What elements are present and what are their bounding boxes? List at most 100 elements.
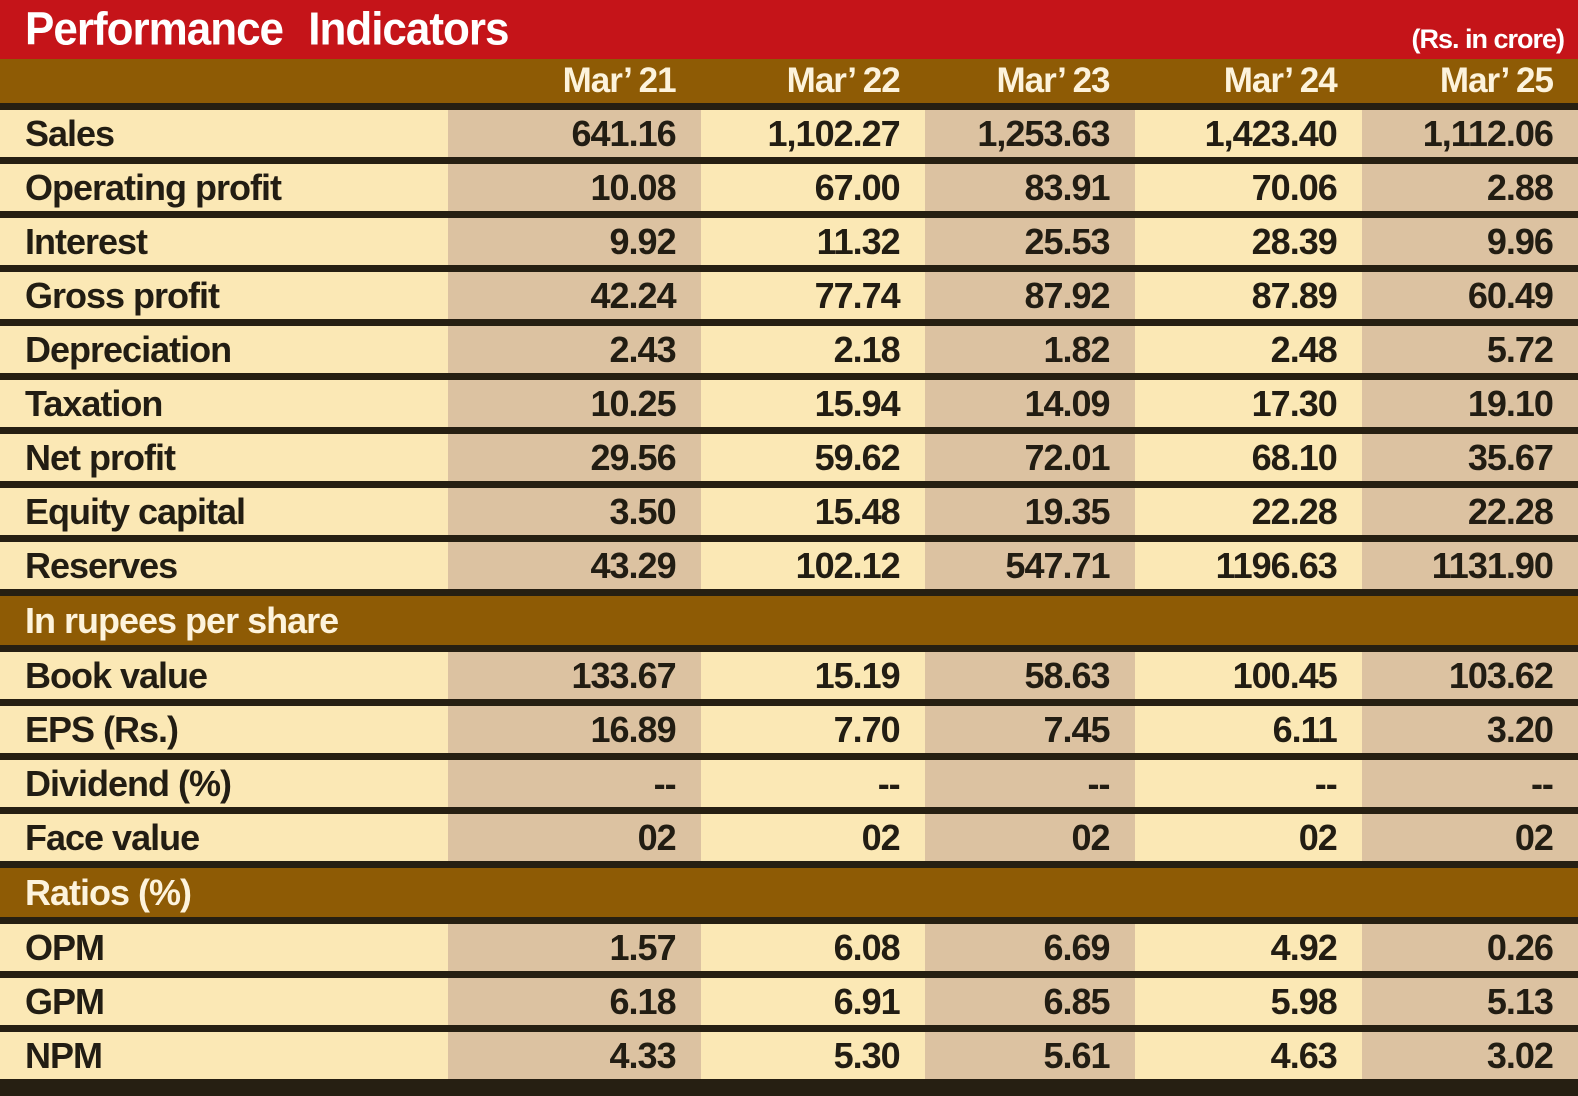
row-label: GPM	[0, 978, 449, 1025]
row-reserves: Reserves 43.29 102.12 547.71 1196.63 1131.90	[0, 542, 1578, 596]
value-cell: 103.62	[1361, 652, 1578, 699]
value-cell: --	[1361, 760, 1578, 807]
column-header-mar21: Mar’ 21	[562, 61, 677, 100]
value-cell: 5.30	[700, 1032, 925, 1079]
row-label: Taxation	[0, 380, 449, 427]
row-label: Book value	[0, 652, 449, 699]
value-cell: 68.10	[1134, 434, 1362, 481]
indicator-table: Sales 641.16 1,102.27 1,253.63 1,423.40 1,112…	[0, 110, 1578, 1086]
value-cell: 77.74	[700, 272, 925, 319]
value-cell: 6.91	[700, 978, 925, 1025]
value-cell: 6.08	[700, 924, 925, 971]
page-title: Performance Indicators	[25, 3, 509, 55]
row-sales: Sales 641.16 1,102.27 1,253.63 1,423.40 1,112…	[0, 110, 1578, 164]
section-header-label: In rupees per share	[25, 599, 339, 641]
value-cell: 72.01	[924, 434, 1135, 481]
value-cell: 2.88	[1361, 164, 1578, 211]
value-cell: 5.98	[1134, 978, 1362, 1025]
value-cell: 6.69	[924, 924, 1135, 971]
row-label: Interest	[0, 218, 449, 265]
value-cell: 02	[924, 814, 1135, 861]
row-label: Operating profit	[0, 164, 449, 211]
column-header-mar24: Mar’ 24	[1223, 61, 1338, 100]
value-cell: 22.28	[1134, 488, 1362, 535]
value-cell: --	[924, 760, 1135, 807]
value-cell: 1196.63	[1134, 542, 1362, 589]
value-cell: 15.48	[700, 488, 925, 535]
row-label: Face value	[0, 814, 449, 861]
value-cell: 87.89	[1134, 272, 1362, 319]
row-gross-profit: Gross profit 42.24 77.74 87.92 87.89 60.49	[0, 272, 1578, 326]
row-face-value: Face value 02 02 02 02 02	[0, 814, 1578, 868]
header-spacer	[0, 59, 448, 103]
value-cell: 16.89	[448, 706, 701, 753]
value-cell: 1,102.27	[700, 110, 925, 157]
value-cell: 10.25	[448, 380, 701, 427]
value-cell: 10.08	[448, 164, 701, 211]
row-equity-capital: Equity capital 3.50 15.48 19.35 22.28 22.28	[0, 488, 1578, 542]
value-cell: 6.18	[448, 978, 701, 1025]
value-cell: 7.70	[700, 706, 925, 753]
row-depreciation: Depreciation 2.43 2.18 1.82 2.48 5.72	[0, 326, 1578, 380]
value-cell: 2.43	[448, 326, 701, 373]
row-net-profit: Net profit 29.56 59.62 72.01 68.10 35.67	[0, 434, 1578, 488]
value-cell: 19.35	[924, 488, 1135, 535]
value-cell: 14.09	[924, 380, 1135, 427]
value-cell: 67.00	[700, 164, 925, 211]
row-opm: OPM 1.57 6.08 6.69 4.92 0.26	[0, 924, 1578, 978]
value-cell: 35.67	[1361, 434, 1578, 481]
row-label: NPM	[0, 1032, 449, 1079]
value-cell: 02	[700, 814, 925, 861]
value-cell: 9.92	[448, 218, 701, 265]
value-cell: 1.82	[924, 326, 1135, 373]
value-cell: 19.10	[1361, 380, 1578, 427]
value-cell: 29.56	[448, 434, 701, 481]
value-cell: 02	[1134, 814, 1362, 861]
row-operating-profit: Operating profit 10.08 67.00 83.91 70.06 2.88	[0, 164, 1578, 218]
value-cell: 133.67	[448, 652, 701, 699]
row-label: Gross profit	[0, 272, 449, 319]
value-cell: 59.62	[700, 434, 925, 481]
value-cell: 1,253.63	[924, 110, 1135, 157]
column-header-mar23: Mar’ 23	[996, 61, 1111, 100]
row-label: OPM	[0, 924, 449, 971]
value-cell: 0.26	[1361, 924, 1578, 971]
value-cell: 1,112.06	[1361, 110, 1578, 157]
row-label: Reserves	[0, 542, 449, 589]
value-cell: 28.39	[1134, 218, 1362, 265]
value-cell: --	[1134, 760, 1362, 807]
title-bar: Performance Indicators (Rs. in crore)	[0, 0, 1578, 59]
value-cell: 3.02	[1361, 1032, 1578, 1079]
row-label: Dividend (%)	[0, 760, 449, 807]
value-cell: 1,423.40	[1134, 110, 1362, 157]
value-cell: 15.94	[700, 380, 925, 427]
row-label: EPS (Rs.)	[0, 706, 449, 753]
value-cell: 5.72	[1361, 326, 1578, 373]
value-cell: 3.50	[448, 488, 701, 535]
column-header-mar25: Mar’ 25	[1439, 61, 1554, 100]
value-cell: 87.92	[924, 272, 1135, 319]
value-cell: 1131.90	[1361, 542, 1578, 589]
value-cell: --	[700, 760, 925, 807]
value-cell: 5.13	[1361, 978, 1578, 1025]
value-cell: 547.71	[924, 542, 1135, 589]
row-book-value: Book value 133.67 15.19 58.63 100.45 103.62	[0, 652, 1578, 706]
value-cell: 22.28	[1361, 488, 1578, 535]
section-header-in-rupees-per-share: In rupees per share	[0, 596, 1578, 652]
unit-note: (Rs. in crore)	[1411, 24, 1565, 54]
column-header-row: Mar’ 21 Mar’ 22 Mar’ 23 Mar’ 24 Mar’ 25	[0, 59, 1578, 110]
value-cell: 60.49	[1361, 272, 1578, 319]
value-cell: 1.57	[448, 924, 701, 971]
value-cell: 58.63	[924, 652, 1135, 699]
value-cell: 6.85	[924, 978, 1135, 1025]
value-cell: 70.06	[1134, 164, 1362, 211]
value-cell: 100.45	[1134, 652, 1362, 699]
column-header-mar22: Mar’ 22	[786, 61, 901, 100]
row-npm: NPM 4.33 5.30 5.61 4.63 3.02	[0, 1032, 1578, 1086]
value-cell: 43.29	[448, 542, 701, 589]
row-interest: Interest 9.92 11.32 25.53 28.39 9.96	[0, 218, 1578, 272]
value-cell: 42.24	[448, 272, 701, 319]
value-cell: 4.63	[1134, 1032, 1362, 1079]
value-cell: 4.92	[1134, 924, 1362, 971]
